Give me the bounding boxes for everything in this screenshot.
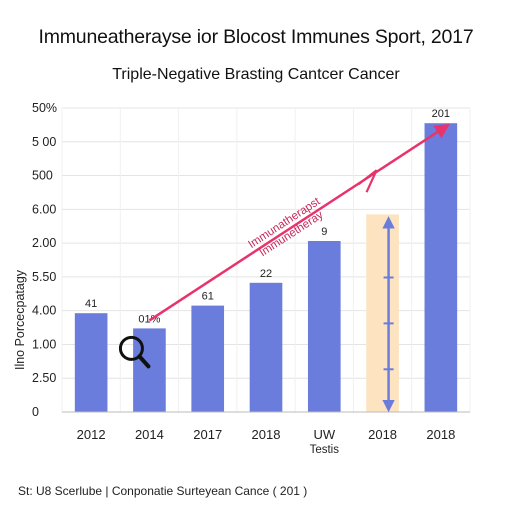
y-axis-label: Ilno Porcecpatagy: [13, 269, 27, 370]
data-label: 22: [260, 268, 272, 280]
axes: 50% 5 00 500 6.00 2.00 5.50 4.00 1.00 2.50 0 Ilno …: [13, 101, 470, 456]
x-tick-label: 2012: [77, 427, 106, 442]
x-tick-label: 2017: [193, 427, 222, 442]
y-tick-label: 2.50: [32, 371, 56, 385]
bar: [424, 123, 458, 412]
chart-footer: St: U8 Scerlube | Conponatie Surteyean C…: [18, 484, 308, 498]
data-label: 41: [85, 298, 97, 310]
y-tick-label: 5.50: [32, 270, 56, 284]
bar: [307, 241, 341, 412]
bar: [191, 305, 225, 412]
highlighted-bar: [366, 214, 399, 412]
data-label: 61: [202, 291, 214, 303]
data-label: 201: [432, 108, 450, 120]
x-tick-label: 2014: [135, 427, 164, 442]
trend-arrow-mid-chevron: [357, 169, 378, 193]
y-tick-label: 1.00: [32, 337, 56, 351]
x-tick-label: 2018: [368, 427, 397, 442]
y-tick-label: 50%: [32, 101, 57, 115]
x-tick-label: UW Testis: [310, 427, 340, 456]
magnifier-icon: [118, 335, 144, 361]
x-tick-label: 2018: [426, 427, 455, 442]
trend-arrow: [148, 123, 450, 322]
data-label: 9: [321, 226, 327, 238]
chart-title: Immuneatherayse ior Blocost Immunes Spor…: [38, 26, 474, 48]
y-tick-label: 0: [32, 405, 39, 419]
y-tick-label: 5 00: [32, 135, 56, 149]
x-tick-label: 2018: [252, 427, 281, 442]
chart-subtitle: Triple-Negative Brasting Cantcer Cancer: [112, 66, 400, 83]
bar: [249, 282, 283, 412]
bar: [74, 313, 108, 412]
y-tick-label: 500: [32, 169, 53, 183]
bar: [133, 328, 166, 412]
y-tick-label: 6.00: [32, 202, 56, 216]
y-tick-label: 4.00: [32, 304, 56, 318]
y-tick-label: 2.00: [32, 236, 56, 250]
magnifier-icon-handle: [137, 354, 151, 369]
